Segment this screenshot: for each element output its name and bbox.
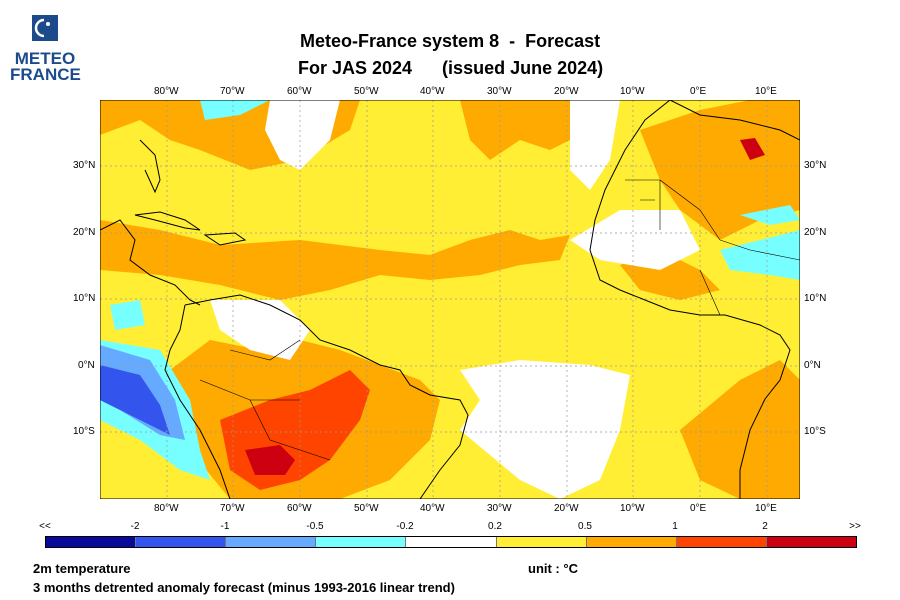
coast-north-america [100, 219, 201, 306]
lon-label-top: 80°W [154, 86, 179, 97]
lat-label-right: 30°N [804, 160, 827, 171]
coast-cuba [134, 211, 201, 231]
anomaly-white-africa [570, 210, 700, 270]
anomaly-orange-sahara [640, 100, 800, 240]
lat-label-left: 0°N [78, 360, 95, 371]
lat-label-right: 20°N [804, 227, 827, 238]
lon-label-top: 20°W [554, 86, 579, 97]
logo-line1: METEO [14, 49, 76, 68]
colorbar-swatch [225, 537, 316, 547]
lon-label-top: 10°E [755, 86, 777, 97]
coast-hispaniola [203, 232, 247, 246]
lat-label-left: 10°N [73, 293, 96, 304]
anomaly-cyan-west [110, 300, 145, 330]
coast-south-america [164, 294, 469, 499]
lat-label-left: 30°N [73, 160, 96, 171]
anomaly-white-east [570, 100, 620, 190]
colorbar-label: << [39, 521, 51, 532]
lon-label-bottom: 80°W [154, 503, 179, 514]
anomaly-cyan-sahel [720, 230, 800, 280]
lat-label-right: 0°N [804, 360, 821, 371]
unit-label: unit : °C [528, 561, 578, 576]
colorbar-swatch [585, 537, 676, 547]
colorbar-swatch [675, 537, 766, 547]
title-line2: For JAS 2024 (issued June 2024) [298, 58, 604, 78]
anomaly-red-sahara [740, 138, 765, 160]
lon-label-bottom: 10°W [620, 503, 645, 514]
title-line1: Meteo-France system 8 - Forecast [300, 31, 601, 51]
anomaly-darkblue-pacific [100, 365, 170, 435]
anomaly-white-south-atlantic [460, 360, 630, 499]
colorbar-swatch [765, 537, 856, 547]
lon-label-top: 70°W [220, 86, 245, 97]
anomaly-white-venezuela [210, 300, 310, 360]
anomaly-fields [100, 100, 800, 499]
colorbar-label: >> [849, 521, 861, 532]
variable-label: 2m temperature [33, 561, 131, 576]
colorbar-label: 1 [672, 521, 678, 532]
lat-label-right: 10°N [804, 293, 827, 304]
colorbar-label: 0.2 [488, 521, 502, 532]
anomaly-orange-caribbean-band [100, 220, 570, 300]
anomaly-darkred-bolivia [245, 445, 295, 475]
logo-emblem-icon [32, 15, 58, 41]
coast-florida [139, 139, 161, 194]
lon-label-top: 30°W [487, 86, 512, 97]
lon-label-top: 60°W [287, 86, 312, 97]
lon-label-top: 40°W [420, 86, 445, 97]
lat-label-right: 10°S [804, 426, 826, 437]
colorbar-swatch [315, 537, 406, 547]
anomaly-orange-south-africa [680, 360, 800, 499]
colorbar-label: 2 [762, 521, 768, 532]
anomaly-cyan-sahara [740, 205, 800, 225]
colorbar-label: -2 [130, 521, 140, 532]
lon-label-bottom: 50°W [354, 503, 379, 514]
colorbar-label: 0.5 [578, 521, 592, 532]
coastlines [100, 100, 800, 499]
colorbar-label: -0.2 [396, 521, 414, 532]
lon-label-bottom: 20°W [554, 503, 579, 514]
lon-label-bottom: 60°W [287, 503, 312, 514]
lon-label-bottom: 30°W [487, 503, 512, 514]
lon-label-bottom: 0°E [690, 503, 707, 514]
colorbar-swatch [405, 537, 496, 547]
colorbar-swatch [46, 537, 136, 547]
anomaly-cyan-northwest [200, 100, 270, 120]
description-label: 3 months detrented anomaly forecast (min… [33, 580, 455, 595]
lat-label-left: 20°N [73, 227, 96, 238]
lon-label-top: 0°E [690, 86, 707, 97]
coast-mediterranean [669, 100, 800, 141]
anomaly-map [100, 100, 800, 499]
colorbar-label: -0.5 [306, 521, 324, 532]
colorbar-swatch [135, 537, 226, 547]
coast-africa [589, 100, 791, 499]
colorbar-label: -1 [220, 521, 230, 532]
anomaly-orange-north-central [460, 100, 600, 160]
colorbar [45, 536, 857, 548]
anomaly-white-northwest [265, 100, 340, 170]
logo-line2: FRANCE [10, 65, 81, 84]
graticule [100, 100, 800, 499]
meteo-france-logo: METEO FRANCE [10, 15, 81, 84]
lon-label-bottom: 40°W [420, 503, 445, 514]
lon-label-bottom: 70°W [220, 503, 245, 514]
country-borders [199, 179, 800, 461]
lat-label-left: 10°S [73, 426, 95, 437]
lon-label-top: 50°W [354, 86, 379, 97]
lon-label-bottom: 10°E [755, 503, 777, 514]
colorbar-swatch [495, 537, 586, 547]
lon-label-top: 10°W [620, 86, 645, 97]
